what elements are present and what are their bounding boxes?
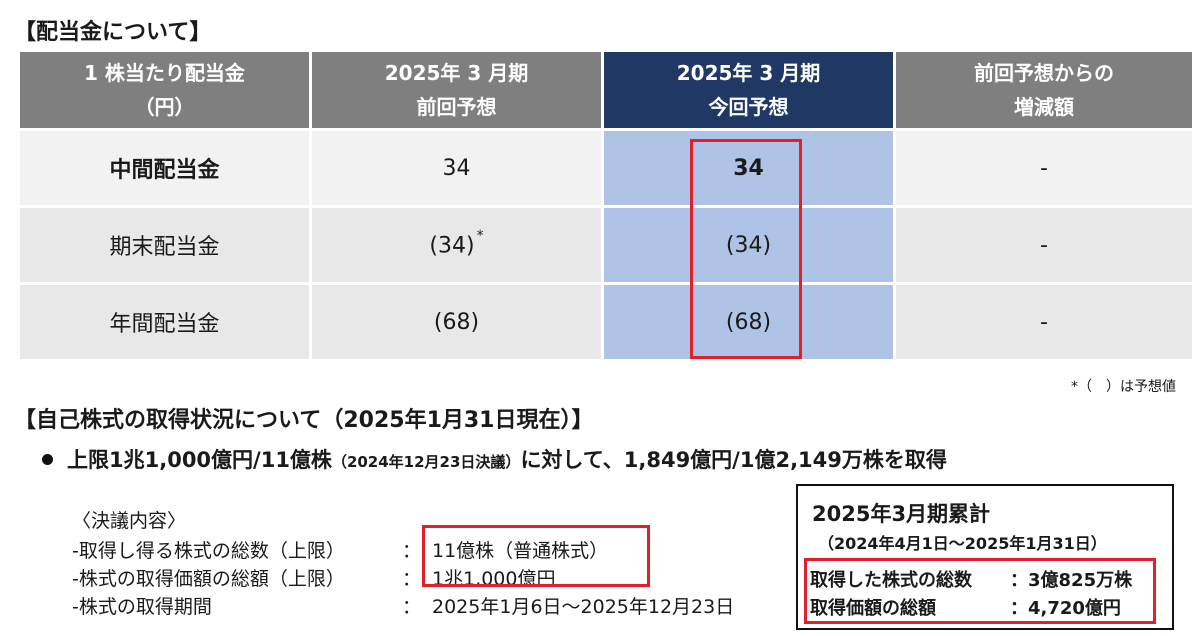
row-label: 年間配当金 (20, 282, 312, 359)
resolution-item-value: 2025年1月6日～2025年12月23日 (432, 596, 735, 618)
row-label: 中間配当金 (20, 128, 312, 205)
limit-values-highlight (422, 525, 650, 587)
forecast-asterisk: * (476, 227, 484, 244)
cumulative-shares-value: ：3億825万株 (1010, 570, 1133, 591)
resolution-item-label: -取得し得る株式の総数（上限） (72, 540, 345, 562)
change-value: - (896, 282, 1192, 359)
current-value: (34) (604, 205, 896, 282)
buyback-section-title: 【自己株式の取得状況について（2025年1月31日現在）】 (14, 408, 594, 433)
resolution-item-label: -株式の取得価額の総額（上限） (72, 568, 345, 590)
header-current-forecast: 2025年 3 月期 今回予想 (604, 52, 896, 128)
change-value: - (896, 128, 1192, 205)
table-row: 年間配当金 (68) (68) - (20, 282, 1192, 359)
change-value: - (896, 205, 1192, 282)
cumulative-amount-value: ：4,720億円 (1010, 598, 1121, 619)
previous-value: 34 (312, 128, 604, 205)
cumulative-box: 2025年3月期累計 （2024年4月1日～2025年1月31日） 取得した株式… (796, 484, 1174, 630)
resolution-item-colon: ： (402, 540, 422, 562)
header-per-share: 1 株当たり配当金 （円） (20, 52, 312, 128)
current-forecast-highlight (690, 139, 802, 359)
dividend-table-header: 1 株当たり配当金 （円） 2025年 3 月期 前回予想 2025年 3 月期 今回… (20, 52, 1192, 128)
previous-value: (34) * (312, 205, 604, 282)
dividend-section-title: 【配当金について】 (14, 20, 212, 45)
resolution-item-label: -株式の取得期間 (72, 596, 212, 618)
dividend-table: 1 株当たり配当金 （円） 2025年 3 月期 前回予想 2025年 3 月期 今回… (20, 52, 1192, 359)
header-change-amount: 前回予想からの 増減額 (896, 52, 1192, 128)
cumulative-highlight (804, 558, 1156, 624)
previous-value: (68) (312, 282, 604, 359)
buyback-summary: 上限1兆1,000億円/11億株（2024年12月23日決議）に対して、1,84… (42, 444, 947, 474)
header-previous-forecast: 2025年 3 月期 前回予想 (312, 52, 604, 128)
row-label: 期末配当金 (20, 205, 312, 282)
cumulative-title: 2025年3月期累計 (812, 502, 991, 526)
cumulative-period: （2024年4月1日～2025年1月31日） (818, 534, 1107, 553)
cumulative-amount-label: 取得価額の総額 (810, 598, 936, 619)
current-value: (68) (604, 282, 896, 359)
table-row: 期末配当金 (34) * (34) - (20, 205, 1192, 282)
resolution-item-value: 11億株（普通株式） (432, 540, 609, 562)
resolution-item-colon: ： (402, 596, 422, 618)
bullet-icon (42, 453, 53, 465)
cumulative-shares-label: 取得した株式の総数 (810, 570, 972, 591)
table-row: 中間配当金 34 34 - (20, 128, 1192, 205)
forecast-footnote: *（ ）は予想値 (1071, 379, 1176, 395)
resolution-heading: 〈決議内容〉 (72, 510, 187, 532)
resolution-item-colon: ： (402, 568, 422, 590)
resolution-date-note: （2024年12月23日決議） (331, 453, 521, 471)
